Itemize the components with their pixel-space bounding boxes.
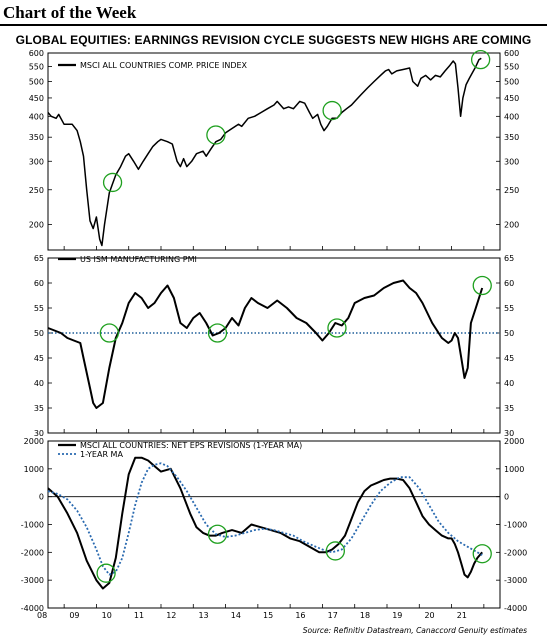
highlight-marker	[325, 541, 345, 561]
x-tick-label: 15	[263, 611, 273, 620]
y-tick-label-left: 65	[34, 254, 44, 263]
y-tick-label-left: 60	[34, 279, 44, 288]
legend-label: US ISM MANUFACTURING PMI	[80, 255, 197, 264]
ma-series-line	[47, 462, 483, 576]
y-tick-label-right: 30	[504, 429, 514, 438]
chart-panel-3: -4000 -4000 -3000 -3000 -2000 -2000 -1000 -1000…	[21, 437, 528, 613]
legend-label: 1-YEAR MA	[80, 450, 123, 459]
y-tick-label-right: -1000	[504, 521, 527, 530]
series-line	[47, 57, 482, 247]
chart-main-title: GLOBAL EQUITIES: EARNINGS REVISION CYCLE…	[15, 33, 532, 47]
y-tick-label-right: 1000	[504, 465, 524, 474]
y-tick-label-right: 55	[504, 304, 514, 313]
y-tick-label-left: -2000	[21, 548, 44, 557]
panel-frame	[47, 440, 501, 609]
highlight-marker	[102, 172, 123, 193]
highlight-marker	[322, 100, 342, 121]
y-tick-label-right: 60	[504, 279, 514, 288]
y-tick-label-right: 600	[504, 49, 519, 58]
highlight-marker	[207, 524, 228, 544]
highlight-marker	[96, 563, 116, 583]
y-tick-label-left: 30	[34, 429, 44, 438]
x-tick-label: 18	[360, 611, 370, 620]
y-tick-label-left: 250	[29, 186, 44, 195]
highlight-marker	[472, 275, 492, 296]
header-rule	[0, 24, 547, 26]
x-tick-label: 17	[328, 611, 338, 620]
y-tick-label-left: 450	[29, 94, 44, 103]
y-tick-label-left: 350	[29, 133, 44, 142]
x-tick-label: 13	[198, 611, 208, 620]
header-title: Chart of the Week	[3, 3, 137, 22]
x-tick-label: 16	[295, 611, 305, 620]
chart-panel-2: 30 30 35 35 40 40 45 45 50 50 55 55 60 60 65 65 US ISM M…	[34, 254, 514, 438]
y-tick-label-left: 50	[34, 329, 44, 338]
chart-panel-1: 200 200 250 250 300 300 350 350 400 400 450 450 500 5…	[29, 49, 519, 251]
highlight-marker	[206, 125, 226, 145]
highlight-marker	[327, 318, 347, 338]
x-tick-label: 12	[166, 611, 176, 620]
x-tick-label: 14	[231, 611, 241, 620]
y-tick-label-left: 500	[29, 77, 44, 86]
x-tick-label: 08	[37, 611, 47, 620]
y-tick-label-right: 200	[504, 221, 519, 230]
header: Chart of the Week	[0, 0, 547, 32]
y-tick-label-left: 40	[34, 379, 44, 388]
y-tick-label-right: 65	[504, 254, 514, 263]
panel-frame	[47, 257, 501, 434]
y-tick-label-left: -1000	[21, 521, 44, 530]
series-line	[47, 456, 483, 590]
y-tick-label-left: 300	[29, 157, 44, 166]
x-tick-label: 21	[457, 611, 467, 620]
y-tick-label-left: 2000	[24, 437, 44, 446]
x-tick-label: 11	[134, 611, 144, 620]
y-tick-label-left: 35	[34, 404, 44, 413]
x-tick-label: 09	[69, 611, 79, 620]
y-tick-label-left: 1000	[24, 465, 44, 474]
highlight-marker	[99, 323, 119, 343]
x-tick-label: 10	[102, 611, 112, 620]
y-tick-label-left: 0	[39, 493, 44, 502]
highlight-marker	[470, 49, 491, 70]
y-tick-label-right: 250	[504, 186, 519, 195]
y-tick-label-right: 300	[504, 157, 519, 166]
legend-label: MSCI ALL COUNTRIES: NET EPS REVISIONS (1…	[80, 441, 302, 450]
y-tick-label-right: 350	[504, 133, 519, 142]
y-tick-label-left: 200	[29, 221, 44, 230]
y-tick-label-left: -4000	[21, 604, 44, 613]
legend-label: MSCI ALL COUNTRIES COMP. PRICE INDEX	[80, 61, 248, 70]
y-tick-label-left: 400	[29, 112, 44, 121]
y-tick-label-right: 500	[504, 77, 519, 86]
y-tick-label-left: 600	[29, 49, 44, 58]
y-tick-label-right: -3000	[504, 576, 527, 585]
y-tick-label-right: 0	[504, 493, 509, 502]
y-tick-label-left: -3000	[21, 576, 44, 585]
y-tick-label-right: -4000	[504, 604, 527, 613]
highlight-marker	[472, 544, 492, 564]
highlight-marker	[207, 323, 228, 343]
y-tick-label-right: 40	[504, 379, 514, 388]
y-tick-label-left: 550	[29, 63, 44, 72]
y-tick-label-left: 55	[34, 304, 44, 313]
y-tick-label-right: 2000	[504, 437, 524, 446]
y-tick-label-right: -2000	[504, 548, 527, 557]
series-line	[47, 279, 484, 409]
y-tick-label-left: 45	[34, 354, 44, 363]
y-tick-label-right: 50	[504, 329, 514, 338]
source-note: Source: Refinitiv Datastream, Canaccord …	[302, 626, 527, 635]
x-tick-label: 20	[424, 611, 434, 620]
x-tick-label: 19	[392, 611, 402, 620]
panel-frame	[47, 52, 501, 251]
y-tick-label-right: 45	[504, 354, 514, 363]
y-tick-label-right: 400	[504, 112, 519, 121]
y-tick-label-right: 550	[504, 63, 519, 72]
y-tick-label-right: 35	[504, 404, 514, 413]
y-tick-label-right: 450	[504, 94, 519, 103]
